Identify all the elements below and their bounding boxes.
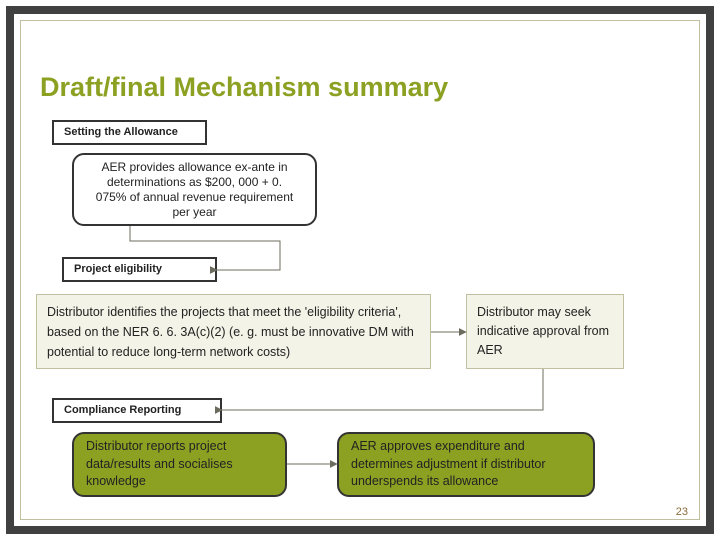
slide-title: Draft/final Mechanism summary	[40, 72, 448, 103]
heading-compliance-reporting: Compliance Reporting	[52, 398, 222, 423]
box-distributor-identifies: Distributor identifies the projects that…	[36, 294, 431, 369]
box-aer-approves: AER approves expenditure and determines …	[337, 432, 595, 497]
box-distributor-reports: Distributor reports project data/results…	[72, 432, 287, 497]
box-distributor-seek: Distributor may seek indicative approval…	[466, 294, 624, 369]
heading-setting-allowance: Setting the Allowance	[52, 120, 207, 145]
slide: Draft/final Mechanism summary Setting th…	[0, 0, 720, 540]
heading-project-eligibility: Project eligibility	[62, 257, 217, 282]
box-aer-provides: AER provides allowance ex-ante in determ…	[72, 153, 317, 226]
page-number: 23	[676, 506, 688, 518]
